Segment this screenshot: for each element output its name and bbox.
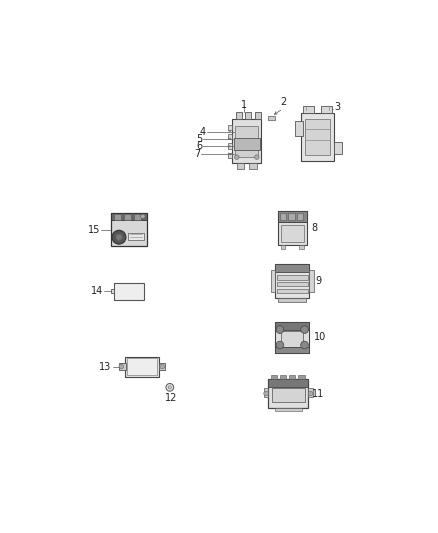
Circle shape <box>112 230 126 244</box>
Text: 1: 1 <box>241 100 247 110</box>
Bar <box>268 379 308 386</box>
Bar <box>235 126 258 157</box>
Bar <box>125 357 159 377</box>
Bar <box>236 112 242 119</box>
Bar <box>309 270 314 292</box>
Bar <box>276 346 309 353</box>
Bar <box>134 214 141 220</box>
Text: 13: 13 <box>99 361 111 372</box>
Bar <box>276 322 309 353</box>
Bar <box>228 134 232 140</box>
Bar <box>268 379 308 408</box>
Bar <box>245 112 251 119</box>
Text: 14: 14 <box>92 286 103 296</box>
Circle shape <box>166 384 173 391</box>
Bar <box>277 289 307 294</box>
Bar <box>264 388 268 398</box>
Bar <box>299 245 304 249</box>
Bar <box>282 331 303 346</box>
Bar <box>119 364 126 370</box>
Circle shape <box>264 391 268 396</box>
Bar <box>271 375 277 379</box>
Text: 2: 2 <box>280 98 286 108</box>
Circle shape <box>160 364 164 369</box>
Bar <box>334 142 342 154</box>
Bar <box>110 289 114 294</box>
Bar <box>288 213 294 220</box>
Bar <box>280 213 286 220</box>
Bar <box>276 264 309 298</box>
Circle shape <box>276 326 284 334</box>
Circle shape <box>119 364 124 369</box>
Bar <box>303 106 314 113</box>
Bar <box>254 112 261 119</box>
Bar <box>279 298 306 302</box>
Bar <box>280 375 286 379</box>
Bar <box>281 245 285 249</box>
Circle shape <box>234 155 239 159</box>
Bar <box>114 282 144 300</box>
Circle shape <box>308 391 313 396</box>
Bar <box>281 225 304 242</box>
Bar <box>297 213 303 220</box>
Bar <box>111 213 147 220</box>
Bar <box>271 270 276 292</box>
Text: 8: 8 <box>311 223 318 233</box>
Bar <box>114 214 121 220</box>
Bar <box>111 213 147 246</box>
Bar <box>277 282 307 287</box>
Bar <box>298 375 304 379</box>
Bar <box>228 143 232 149</box>
Text: 11: 11 <box>312 389 325 399</box>
Bar <box>127 358 158 375</box>
Text: 5: 5 <box>196 134 202 144</box>
Text: 10: 10 <box>314 332 326 342</box>
Text: 9: 9 <box>315 276 321 286</box>
Bar <box>278 211 307 245</box>
Circle shape <box>141 214 145 219</box>
Bar <box>272 388 304 402</box>
Bar <box>249 163 257 168</box>
Bar <box>277 275 307 280</box>
Bar <box>301 113 334 161</box>
Text: 3: 3 <box>335 102 341 112</box>
Text: 12: 12 <box>165 393 177 403</box>
Bar <box>228 125 232 130</box>
Bar <box>321 106 332 113</box>
Bar <box>276 322 309 329</box>
Bar <box>128 232 144 240</box>
Bar <box>278 211 307 222</box>
Circle shape <box>116 234 122 240</box>
Bar <box>275 408 302 411</box>
Bar <box>228 152 232 158</box>
Bar <box>237 163 244 168</box>
Circle shape <box>276 341 284 349</box>
Bar <box>232 119 261 163</box>
Bar <box>276 264 309 272</box>
Bar <box>159 364 165 370</box>
Bar <box>124 214 131 220</box>
Bar <box>295 121 303 136</box>
Circle shape <box>254 155 259 159</box>
Bar <box>268 116 275 120</box>
Text: 7: 7 <box>194 149 201 159</box>
Bar <box>234 138 260 150</box>
Circle shape <box>168 386 171 389</box>
Circle shape <box>301 326 308 334</box>
Text: 6: 6 <box>196 141 202 151</box>
Bar <box>308 388 313 398</box>
Bar <box>289 375 295 379</box>
Text: 4: 4 <box>200 127 206 137</box>
Bar <box>305 119 330 155</box>
Text: 15: 15 <box>88 224 100 235</box>
Circle shape <box>301 341 308 349</box>
